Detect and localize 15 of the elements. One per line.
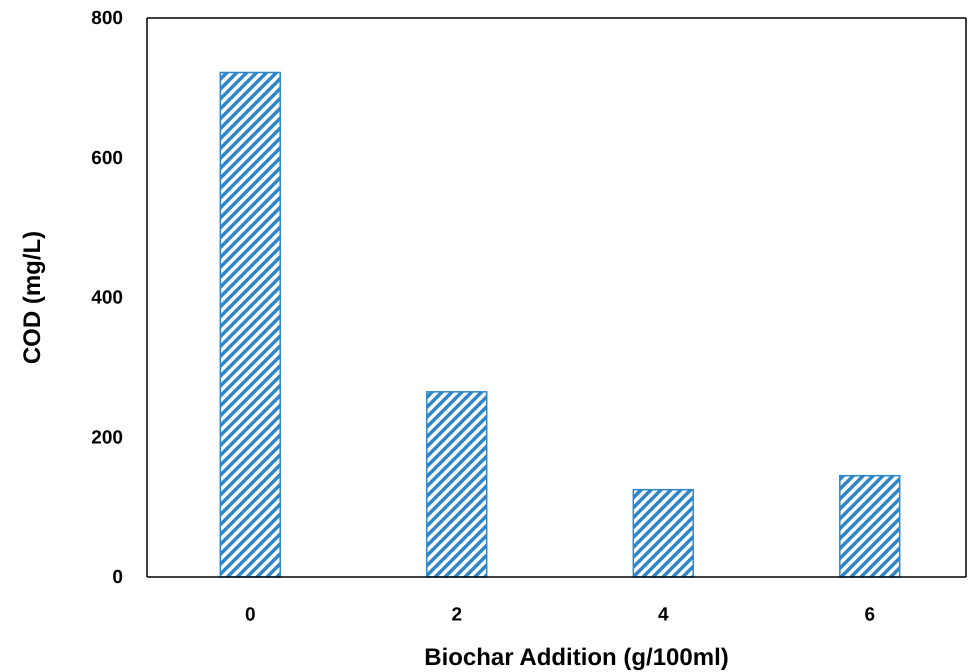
y-tick-label: 200: [91, 427, 123, 448]
y-axis-title: COD (mg/L): [19, 230, 46, 364]
bar: [426, 391, 488, 578]
bar: [632, 488, 694, 578]
bar: [839, 474, 900, 578]
bar: [220, 72, 281, 578]
x-tick-label: 4: [658, 604, 669, 626]
x-tick-label: 6: [864, 604, 876, 626]
y-tick-label: 800: [91, 8, 123, 30]
x-tick-label: 0: [244, 604, 256, 626]
x-axis-title: Biochar Addition (g/100ml): [424, 644, 729, 671]
y-tick-label: 400: [91, 288, 123, 309]
x-tick-label: 2: [451, 604, 462, 626]
y-tick-label: 0: [112, 567, 123, 588]
y-tick-label: 600: [91, 148, 123, 169]
